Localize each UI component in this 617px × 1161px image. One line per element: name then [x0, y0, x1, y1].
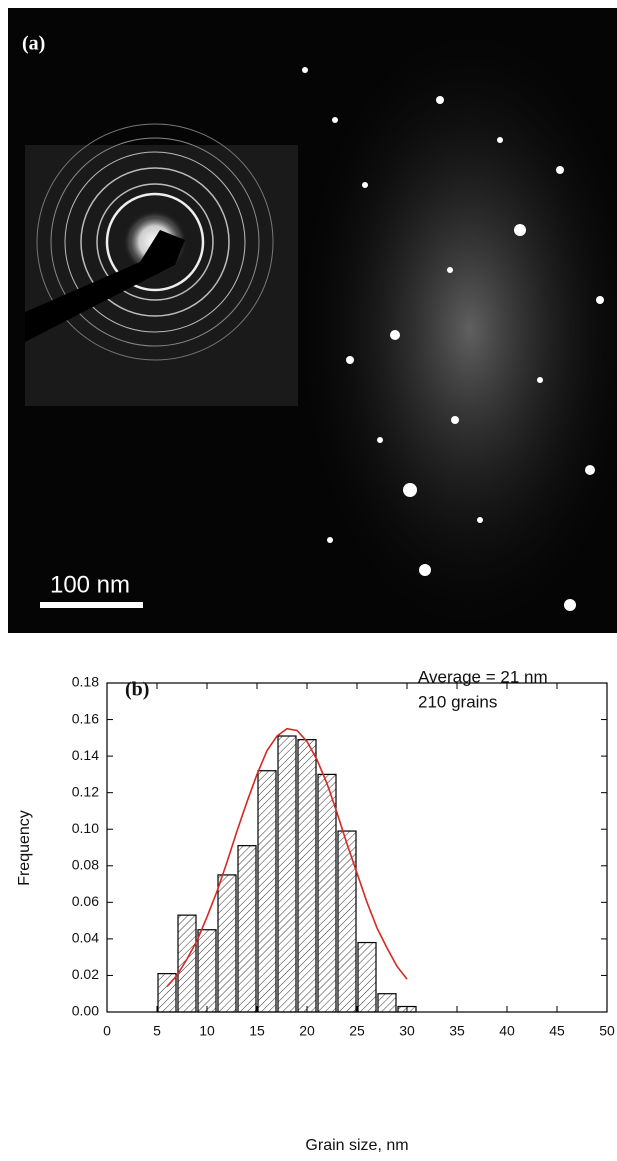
chart: 0.00 0.02 0.04 0.06 0.08 0.10 0.12 0.14 0.16 0.18…: [16, 667, 615, 1154]
y-tick-label: 0.00: [72, 1003, 99, 1019]
y-tick-label: 0.06: [72, 893, 99, 909]
x-tick-label: 40: [499, 1023, 515, 1039]
page: (a) 100 nm 0.000.020.040.060.080.100.120…: [0, 0, 617, 1161]
annotation: 210 grains: [418, 692, 497, 711]
bar: [238, 846, 256, 1012]
bar: [198, 930, 216, 1012]
x-tick-label: 20: [299, 1023, 315, 1039]
bar: [338, 831, 356, 1012]
y-tick-label: 0.10: [72, 820, 99, 836]
bar: [318, 774, 336, 1012]
bar: [258, 771, 276, 1012]
panel-label: (b): [125, 679, 149, 701]
y-tick-label: 0.14: [72, 747, 99, 763]
y-tick-label: 0.12: [72, 783, 99, 799]
bar: [298, 740, 316, 1012]
x-tick-label: 50: [599, 1023, 615, 1039]
scale-bar: [40, 602, 143, 608]
bar: [378, 994, 396, 1012]
x-tick-label: 5: [153, 1023, 161, 1039]
x-tick-label: 35: [449, 1023, 465, 1039]
y-tick-label: 0.16: [72, 710, 99, 726]
x-tick-label: 25: [349, 1023, 365, 1039]
x-axis-label: Grain size, nm: [305, 1137, 408, 1154]
y-tick-label: 0.02: [72, 966, 99, 982]
x-tick-label: 15: [249, 1023, 265, 1039]
scale-bar-label: 100 nm: [50, 571, 130, 598]
x-tick-label: 10: [199, 1023, 215, 1039]
y-tick-label: 0.08: [72, 856, 99, 872]
annotation: Average = 21 nm: [418, 667, 548, 686]
bar: [358, 943, 376, 1012]
panel-label: (a): [22, 33, 45, 55]
micrograph: (a) 100 nm: [8, 8, 617, 633]
x-tick-label: 0: [103, 1023, 111, 1039]
y-axis-label: Frequency: [16, 810, 33, 886]
y-tick-label: 0.18: [72, 674, 99, 690]
y-tick-label: 0.04: [72, 930, 99, 946]
bar: [218, 875, 236, 1012]
figure: (a) 100 nm 0.000.020.040.060.080.100.120…: [0, 0, 617, 1161]
x-tick-label: 45: [549, 1023, 565, 1039]
bar: [178, 915, 196, 1012]
x-tick-label: 30: [399, 1023, 415, 1039]
bar: [278, 736, 296, 1012]
